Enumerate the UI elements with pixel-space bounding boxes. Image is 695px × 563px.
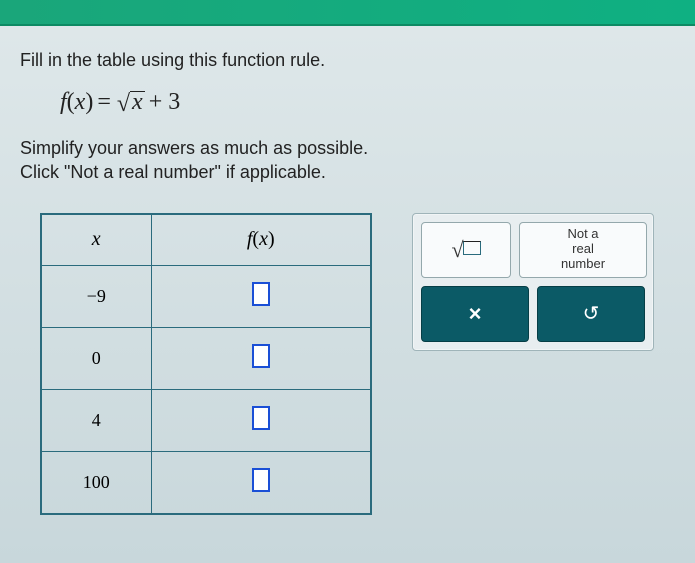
function-table: x f(x) −9 0 4 [40,213,372,515]
answer-input[interactable] [252,282,270,306]
fx-cell[interactable] [151,452,371,514]
radical-symbol: √ [117,91,130,118]
answer-input[interactable] [252,468,270,492]
table-row: −9 [41,266,371,328]
x-cell: −9 [41,266,151,328]
answer-input[interactable] [252,344,270,368]
sqrt-icon: √ [451,237,480,263]
header-fx-var: x [259,228,268,250]
x-cell: 0 [41,328,151,390]
formula-close-paren: ) [85,89,93,116]
question-content: Fill in the table using this function ru… [0,26,695,515]
input-palette: √ Not a real number × ↺ [412,213,654,351]
not-real-l2: real [572,242,594,257]
instruction-line-2: Simplify your answers as much as possibl… [20,138,368,158]
undo-icon: ↺ [583,301,600,326]
formula-fn: f [60,89,67,116]
instruction-line-1: Fill in the table using this function ru… [20,50,675,71]
instruction-block-2: Simplify your answers as much as possibl… [20,136,675,185]
radicand: x [130,91,145,114]
clear-button[interactable]: × [421,286,529,342]
fx-cell[interactable] [151,328,371,390]
sqrt-button[interactable]: √ [421,222,511,278]
palette-row-2: × ↺ [421,286,645,342]
not-real-l1: Not a [567,227,598,242]
not-real-l3: number [561,257,605,272]
table-row: 100 [41,452,371,514]
table-header-x: x [41,214,151,266]
table-row: 0 [41,328,371,390]
header-fx-close: ) [268,228,275,250]
formula-tail: + 3 [149,89,181,116]
x-cell: 4 [41,390,151,452]
answer-input[interactable] [252,406,270,430]
clear-icon: × [469,301,482,327]
table-header-row: x f(x) [41,214,371,266]
table-row: 4 [41,390,371,452]
formula-var: x [75,89,86,116]
formula-equals: = [97,89,111,116]
fx-cell[interactable] [151,390,371,452]
instruction-line-3: Click "Not a real number" if applicable. [20,162,326,182]
not-real-number-button[interactable]: Not a real number [519,222,647,278]
function-rule-formula: f ( x ) = √ x + 3 [60,89,675,116]
app-topbar [0,0,695,26]
formula-sqrt: √ x [117,89,145,116]
palette-row-1: √ Not a real number [421,222,645,278]
x-cell: 100 [41,452,151,514]
work-row: x f(x) −9 0 4 [20,213,675,515]
fx-cell[interactable] [151,266,371,328]
sqrt-placeholder-box [463,241,481,255]
undo-button[interactable]: ↺ [537,286,645,342]
formula-open-paren: ( [67,89,75,116]
table-header-fx: f(x) [151,214,371,266]
